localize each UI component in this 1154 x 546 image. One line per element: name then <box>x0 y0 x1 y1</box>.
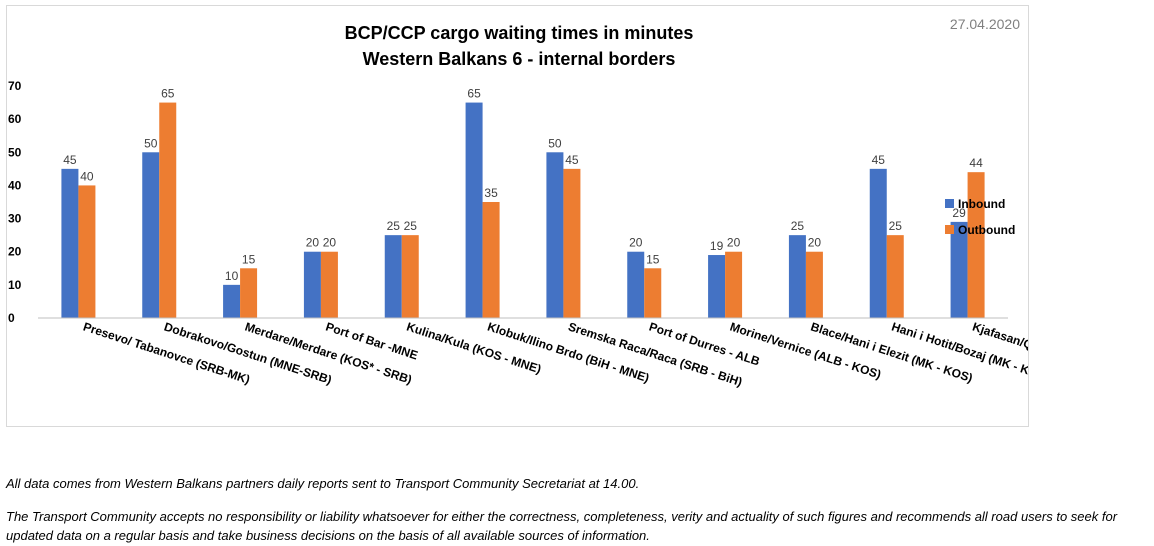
y-tick-label: 50 <box>8 145 22 159</box>
bar-inbound <box>61 168 79 318</box>
data-label: 65 <box>161 87 175 101</box>
legend-label-outbound: Outbound <box>958 223 1015 237</box>
legend: Inbound Outbound <box>945 197 1015 237</box>
data-label: 50 <box>548 136 562 150</box>
data-label: 45 <box>872 153 886 167</box>
data-label: 19 <box>710 239 724 253</box>
y-tick-label: 10 <box>8 278 22 292</box>
data-label: 35 <box>484 186 498 200</box>
bar-inbound <box>950 221 968 318</box>
data-label: 40 <box>80 169 94 183</box>
bar-inbound <box>708 255 726 318</box>
bar-inbound <box>465 102 483 318</box>
x-tick-label: Morine/Vernice (ALB - KOS) <box>728 320 883 382</box>
data-label: 20 <box>306 236 320 250</box>
legend-label-inbound: Inbound <box>958 197 1005 211</box>
y-tick-label: 40 <box>8 178 22 192</box>
chart-title-line-1: BCP/CCP cargo waiting times in minutes <box>345 23 694 43</box>
bar-outbound <box>240 268 258 318</box>
bar-inbound <box>869 168 887 318</box>
bar-inbound <box>303 251 321 318</box>
data-label: 20 <box>323 236 337 250</box>
bar-outbound <box>78 185 96 318</box>
bar-outbound <box>725 251 743 318</box>
bar-inbound <box>546 152 564 318</box>
disclaimer-note: The Transport Community accepts no respo… <box>6 509 1118 543</box>
y-tick-label: 0 <box>8 311 15 325</box>
data-label: 25 <box>791 219 805 233</box>
chart-title-line-2: Western Balkans 6 - internal borders <box>363 49 676 69</box>
bar-outbound <box>159 102 177 318</box>
bar-inbound <box>142 152 160 318</box>
bar-inbound <box>223 284 241 318</box>
data-label: 25 <box>387 219 401 233</box>
bar-outbound <box>320 251 338 318</box>
bar-outbound <box>805 251 823 318</box>
bar-outbound <box>401 235 419 318</box>
bar-chart: BCP/CCP cargo waiting times in minutes W… <box>8 16 1028 390</box>
bar-inbound <box>384 235 402 318</box>
data-label: 10 <box>225 269 239 283</box>
x-tick-label: Kulina/Kula (KOS - MNE) <box>405 320 543 377</box>
y-tick-label: 70 <box>8 79 22 93</box>
bar-outbound <box>563 168 581 318</box>
y-tick-label: 20 <box>8 245 22 259</box>
data-label: 45 <box>63 153 77 167</box>
legend-swatch-inbound <box>945 199 954 208</box>
bar-outbound <box>482 202 500 318</box>
bar-outbound <box>886 235 904 318</box>
bar-inbound <box>627 251 645 318</box>
data-label: 15 <box>646 252 660 266</box>
data-label: 25 <box>404 219 418 233</box>
legend-swatch-outbound <box>945 225 954 234</box>
data-label: 45 <box>565 153 579 167</box>
data-source-note: All data comes from Western Balkans part… <box>6 476 640 491</box>
bar-inbound <box>788 235 806 318</box>
chart-area: BCP/CCP cargo waiting times in minutes W… <box>6 5 1029 427</box>
data-label: 15 <box>242 252 256 266</box>
y-tick-label: 60 <box>8 112 22 126</box>
bar-outbound <box>967 172 985 318</box>
data-label: 44 <box>969 156 983 170</box>
data-label: 50 <box>144 136 158 150</box>
data-label: 25 <box>889 219 903 233</box>
date-label: 27.04.2020 <box>950 16 1020 32</box>
data-label: 20 <box>808 236 822 250</box>
data-label: 29 <box>952 206 966 220</box>
data-label: 20 <box>629 236 643 250</box>
y-tick-label: 30 <box>8 212 22 226</box>
data-label: 20 <box>727 236 741 250</box>
bar-outbound <box>644 268 662 318</box>
data-label: 65 <box>467 87 481 101</box>
